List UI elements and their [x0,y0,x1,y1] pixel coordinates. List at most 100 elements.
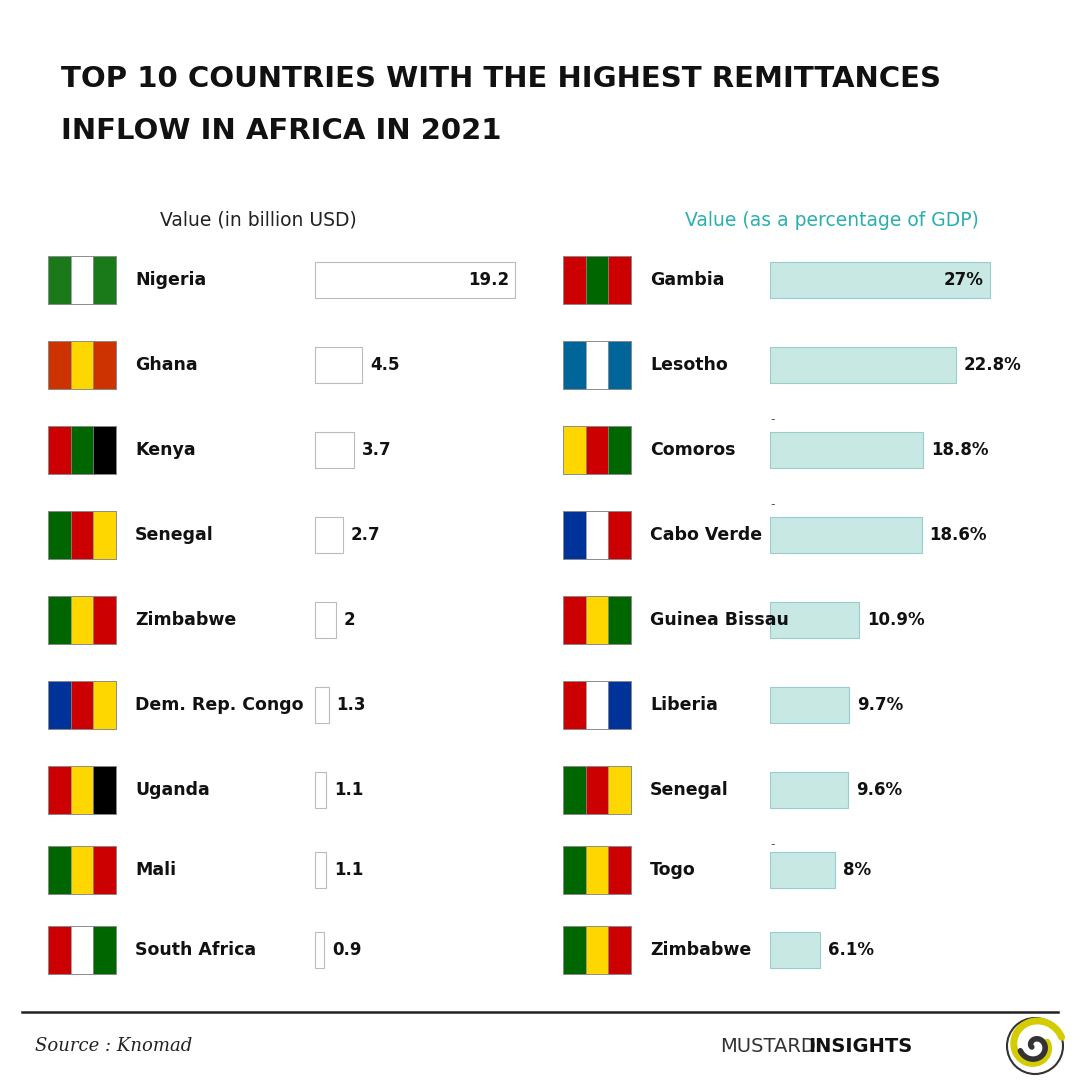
Bar [563,681,631,729]
Text: 0.9: 0.9 [333,941,362,959]
Bar [770,262,990,298]
Text: 27%: 27% [944,271,984,289]
Bar [48,426,116,474]
Text: 1.1: 1.1 [335,781,364,799]
Bar [608,766,631,814]
Text: 19.2: 19.2 [468,271,509,289]
Text: 22.8%: 22.8% [963,356,1022,374]
Bar [563,846,631,894]
Text: INFLOW IN AFRICA IN 2021: INFLOW IN AFRICA IN 2021 [60,118,501,146]
Bar [48,256,116,303]
Text: 18.6%: 18.6% [930,526,987,544]
Bar [563,926,585,974]
Text: Value (as a percentage of GDP): Value (as a percentage of GDP) [685,211,978,230]
Text: 9.7%: 9.7% [858,696,903,714]
Text: 2: 2 [343,611,355,629]
Bar [608,341,631,389]
Bar [48,596,70,644]
Bar [585,426,608,474]
Bar [70,256,93,303]
Bar [315,687,328,723]
Bar [585,511,608,559]
Bar [70,596,93,644]
Bar [563,256,631,303]
Bar [315,772,326,808]
Text: 9.6%: 9.6% [856,781,903,799]
Bar [770,432,923,468]
Bar [563,926,631,974]
Bar [563,766,631,814]
Bar [563,766,585,814]
Text: 1.3: 1.3 [337,696,366,714]
Bar [770,517,921,553]
Text: Comoros: Comoros [650,441,735,459]
Bar [563,596,631,644]
Bar [608,681,631,729]
Text: Uganda: Uganda [135,781,210,799]
Bar [93,846,116,894]
Bar [93,766,116,814]
Text: 2.7: 2.7 [351,526,381,544]
Bar [315,432,353,468]
Bar [585,846,608,894]
Bar [315,347,362,383]
Bar [93,256,116,303]
Bar [608,511,631,559]
Text: Senegal: Senegal [135,526,214,544]
Text: MUSTARD: MUSTARD [720,1037,815,1055]
Bar [563,681,585,729]
Bar [770,347,956,383]
Text: Liberia: Liberia [650,696,718,714]
Text: Value (in billion USD): Value (in billion USD) [160,211,356,230]
Bar [315,932,324,968]
Bar [70,681,93,729]
Bar [585,766,608,814]
Text: -: - [770,414,774,427]
Bar [93,681,116,729]
Bar [770,772,848,808]
Bar [48,256,70,303]
Text: 18.8%: 18.8% [931,441,988,459]
Bar [585,341,608,389]
Bar [608,256,631,303]
Bar [48,681,116,729]
Bar [563,426,585,474]
Text: Senegal: Senegal [650,781,729,799]
Bar [563,341,585,389]
Text: INSIGHTS: INSIGHTS [808,1037,913,1055]
Bar [563,256,585,303]
Text: TOP 10 COUNTRIES WITH THE HIGHEST REMITTANCES: TOP 10 COUNTRIES WITH THE HIGHEST REMITT… [60,66,941,93]
Bar [93,926,116,974]
Text: 1.1: 1.1 [335,861,364,879]
Bar [563,511,585,559]
Bar [48,511,70,559]
Bar [70,511,93,559]
Bar [93,511,116,559]
Bar [608,926,631,974]
Text: 4.5: 4.5 [369,356,400,374]
Bar [48,926,116,974]
Bar [315,852,326,888]
Bar [70,341,93,389]
Bar [608,596,631,644]
Bar [48,341,116,389]
Bar [48,426,70,474]
Bar [93,426,116,474]
Bar [48,681,70,729]
Text: Dem. Rep. Congo: Dem. Rep. Congo [135,696,303,714]
Bar [70,926,93,974]
Text: Nigeria: Nigeria [135,271,206,289]
Text: 10.9%: 10.9% [867,611,924,629]
Bar [48,511,116,559]
Text: Cabo Verde: Cabo Verde [650,526,762,544]
Bar [770,602,859,638]
Bar [48,596,116,644]
Bar [563,596,585,644]
Bar [93,341,116,389]
Bar [563,426,631,474]
Text: Gambia: Gambia [650,271,725,289]
Bar [70,766,93,814]
Bar [608,846,631,894]
Bar [585,681,608,729]
Bar [770,852,835,888]
